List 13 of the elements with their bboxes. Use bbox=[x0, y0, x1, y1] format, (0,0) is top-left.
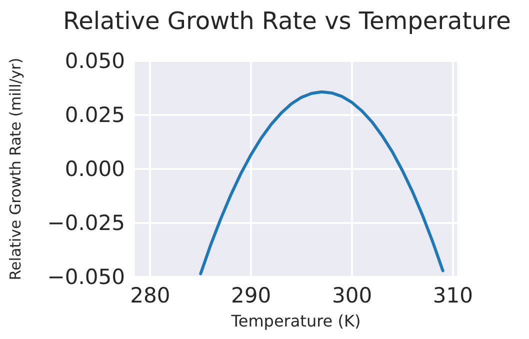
line-series bbox=[199, 90, 444, 276]
y-tick-label: 0.050 bbox=[64, 49, 125, 73]
y-tick-label: 0.025 bbox=[64, 103, 125, 127]
y-tick-label: −0.050 bbox=[47, 265, 125, 289]
y-tick-label: −0.025 bbox=[47, 211, 125, 235]
chart-title: Relative Growth Rate vs Temperature bbox=[63, 7, 511, 35]
x-axis-title: Temperature (K) bbox=[230, 312, 361, 330]
x-tick-label: 300 bbox=[332, 284, 372, 308]
y-tick-label: 0.000 bbox=[64, 157, 125, 181]
y-axis-title: Relative Growth Rate (mill/yr) bbox=[6, 58, 24, 280]
x-tick-label: 310 bbox=[432, 284, 474, 308]
x-tick-label: 280 bbox=[130, 284, 170, 308]
x-tick-label: 290 bbox=[231, 284, 272, 308]
